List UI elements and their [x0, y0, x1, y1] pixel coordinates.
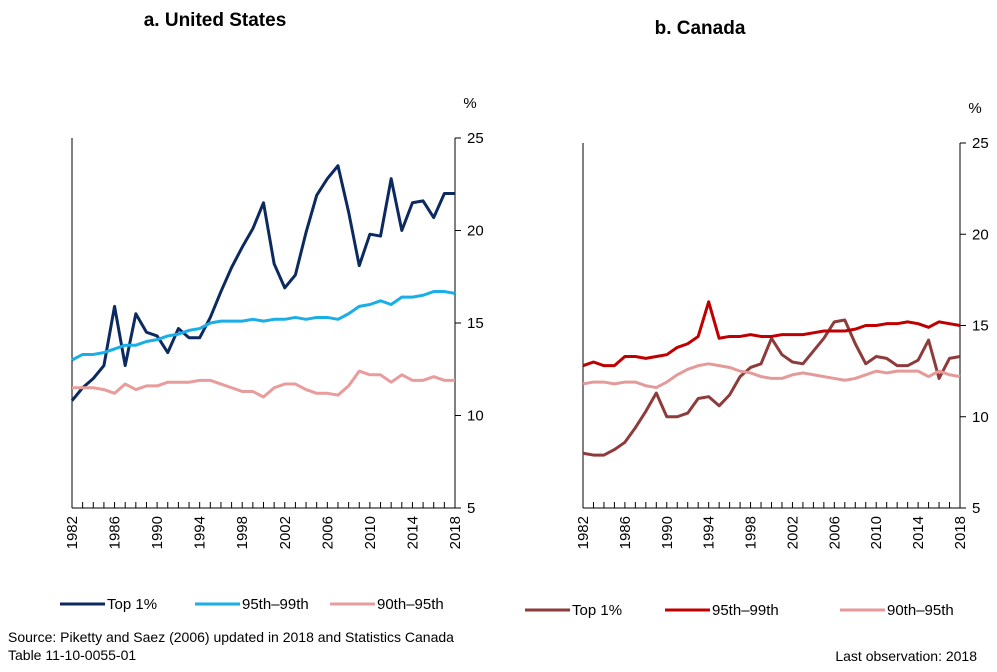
series-line — [72, 369, 455, 399]
x-tick-label: 1994 — [192, 516, 209, 549]
x-tick-label: 2018 — [447, 516, 464, 549]
x-tick-label: 2010 — [868, 516, 885, 549]
series-line — [582, 362, 961, 390]
x-tick-label: 2002 — [784, 516, 801, 549]
last-observation: Last observation: 2018 — [835, 648, 977, 664]
x-tick-label: 2006 — [319, 516, 336, 549]
y-tick-label: 5 — [467, 500, 475, 517]
chart-title: a. United States — [144, 10, 287, 31]
x-tick-label: 2014 — [910, 516, 927, 549]
x-tick-label: 1982 — [64, 516, 81, 549]
x-tick-label: 1982 — [575, 516, 592, 549]
x-tick-label: 1990 — [659, 516, 676, 549]
legend-label: 90th–95th — [377, 596, 444, 613]
x-tick-label: 2010 — [362, 516, 379, 549]
legend-label: Top 1% — [107, 596, 157, 613]
y-tick-label: 20 — [467, 223, 484, 240]
x-tick-label: 1986 — [617, 516, 634, 549]
x-tick-label: 1998 — [234, 516, 251, 549]
y-tick-label: 25 — [972, 135, 989, 152]
y-tick-label: 10 — [972, 409, 989, 426]
legend-label: Top 1% — [572, 602, 622, 619]
x-tick-label: 1998 — [743, 516, 760, 549]
y-tick-label: 25 — [467, 130, 484, 147]
chart-title: b. Canada — [655, 18, 746, 39]
series-line — [582, 318, 961, 457]
legend-label: 90th–95th — [887, 602, 954, 619]
x-tick-label: 1990 — [149, 516, 166, 549]
x-tick-label: 2006 — [826, 516, 843, 549]
y-axis-label: % — [968, 100, 981, 117]
y-tick-label: 20 — [972, 226, 989, 243]
y-tick-label: 5 — [972, 500, 980, 517]
x-tick-label: 2002 — [277, 516, 294, 549]
series-line — [71, 290, 456, 362]
y-axis-label: % — [463, 95, 476, 112]
y-tick-label: 10 — [467, 408, 484, 425]
y-tick-label: 15 — [972, 318, 989, 335]
series-line — [582, 300, 961, 368]
x-tick-label: 1994 — [701, 516, 718, 549]
x-tick-label: 1986 — [107, 516, 124, 549]
x-tick-label: 2018 — [952, 516, 969, 549]
legend-label: 95th–99th — [242, 596, 309, 613]
legend-label: 95th–99th — [712, 602, 779, 619]
source-note: Source: Piketty and Saez (2006) updated … — [8, 629, 454, 663]
x-tick-label: 2014 — [404, 516, 421, 549]
y-tick-label: 15 — [467, 315, 484, 332]
series-line — [70, 164, 455, 402]
